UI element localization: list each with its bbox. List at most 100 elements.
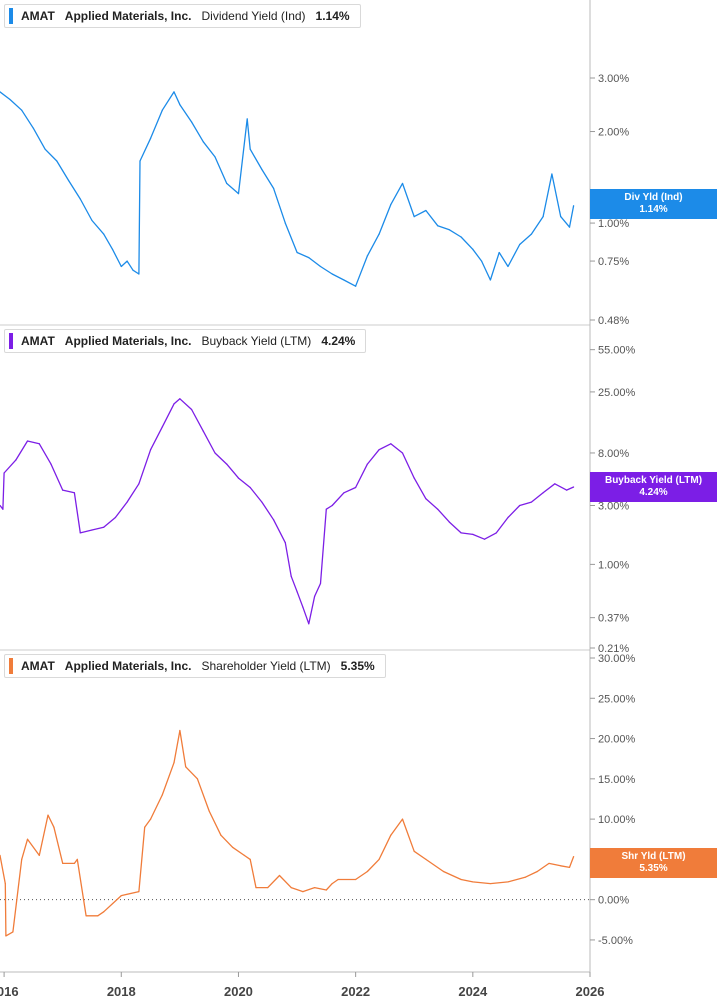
data-point: [161, 109, 163, 111]
data-point: [530, 233, 533, 235]
data-point: [507, 881, 509, 883]
data-point: [21, 109, 23, 111]
data-point: [378, 858, 380, 860]
x-tick-label: 2022: [341, 984, 370, 999]
data-point: [249, 148, 251, 150]
y-tick-label: 0.48%: [598, 315, 629, 327]
last-value-badge-shareholder: Shr Yld (LTM) 5.35%: [590, 848, 717, 878]
data-point: [249, 486, 251, 489]
data-point: [76, 858, 78, 860]
data-point: [425, 209, 427, 212]
data-point: [114, 516, 117, 519]
data-point: [47, 814, 49, 816]
badge-label: Div Yld (Ind): [624, 192, 683, 203]
legend-ticker: AMAT: [21, 659, 55, 673]
y-tick-label: 1.00%: [598, 559, 629, 571]
data-point: [255, 886, 257, 889]
data-point: [460, 878, 462, 881]
data-point: [355, 878, 357, 881]
data-point: [366, 870, 368, 873]
data-point: [378, 449, 380, 451]
legend-value: 5.35%: [340, 659, 375, 673]
data-point: [237, 477, 240, 479]
series-line: [0, 398, 574, 625]
data-point: [565, 489, 568, 491]
data-point: [442, 870, 445, 873]
data-point: [21, 858, 23, 860]
legend-shareholder-yield[interactable]: AMAT Applied Materials, Inc. Shareholder…: [4, 654, 386, 678]
series-color-swatch: [9, 8, 13, 24]
data-point: [551, 173, 553, 175]
data-point: [50, 463, 52, 465]
data-point: [331, 504, 333, 507]
data-point: [366, 463, 368, 465]
data-point: [554, 483, 556, 485]
y-tick-label: 30.00%: [598, 653, 636, 665]
data-point: [261, 501, 263, 503]
badge-label: Buyback Yield (LTM): [604, 475, 703, 486]
data-point: [4, 882, 6, 885]
data-point: [144, 826, 146, 828]
data-point: [519, 243, 521, 246]
data-point: [0, 504, 1, 507]
data-point: [220, 834, 222, 836]
badge-label: Shr Yld (LTM): [621, 851, 686, 862]
y-tick-label: 3.00%: [598, 73, 629, 85]
data-point: [173, 762, 175, 764]
badge-value: 1.14%: [639, 204, 668, 215]
data-point: [91, 529, 93, 531]
data-point: [173, 403, 175, 405]
data-point: [319, 582, 322, 585]
data-point: [3, 472, 5, 474]
data-point: [524, 876, 527, 878]
data-point: [448, 521, 450, 523]
last-value-badge-buyback: Buyback Yield (LTM) 4.24%: [590, 472, 717, 502]
data-point: [214, 156, 216, 158]
data-point: [56, 160, 58, 162]
data-point: [237, 193, 240, 195]
legend-dividend-yield[interactable]: AMAT Applied Materials, Inc. Dividend Yi…: [4, 4, 361, 28]
legend-company: Applied Materials, Inc.: [64, 9, 192, 23]
data-point: [284, 542, 286, 544]
y-tick-label: 3.00%: [598, 501, 629, 513]
data-point: [226, 463, 228, 465]
badge-value: 5.35%: [639, 863, 668, 874]
data-point: [314, 886, 316, 889]
data-point: [138, 891, 140, 893]
data-point: [261, 168, 263, 171]
data-point: [149, 818, 152, 820]
data-point: [161, 794, 163, 796]
data-point: [138, 483, 140, 485]
data-point: [560, 216, 562, 218]
data-point: [308, 623, 310, 625]
legend-ticker: AMAT: [21, 9, 55, 23]
data-point: [232, 846, 234, 848]
data-point: [355, 285, 357, 287]
data-point: [481, 260, 483, 262]
data-point: [185, 766, 187, 768]
data-point: [390, 443, 392, 445]
y-tick-label: 15.00%: [598, 774, 636, 786]
data-point: [284, 222, 286, 224]
data-point: [572, 855, 575, 858]
legend-buyback-yield[interactable]: AMAT Applied Materials, Inc. Buyback Yie…: [4, 329, 367, 353]
data-point: [401, 182, 404, 185]
data-point: [483, 538, 486, 540]
data-point: [425, 498, 427, 500]
data-point: [472, 248, 474, 250]
data-point: [530, 501, 533, 503]
data-point: [9, 98, 11, 101]
legend-value: 4.24%: [321, 334, 356, 348]
data-point: [103, 911, 105, 913]
data-point: [97, 915, 99, 917]
data-point: [325, 508, 327, 510]
data-point: [355, 486, 357, 489]
data-point: [149, 449, 152, 451]
y-tick-label: 0.21%: [598, 643, 629, 655]
data-point: [15, 459, 17, 461]
data-point: [568, 866, 571, 869]
data-point: [126, 260, 128, 262]
data-point: [296, 591, 298, 593]
x-tick-label: 2024: [458, 984, 488, 999]
data-point: [120, 265, 122, 268]
